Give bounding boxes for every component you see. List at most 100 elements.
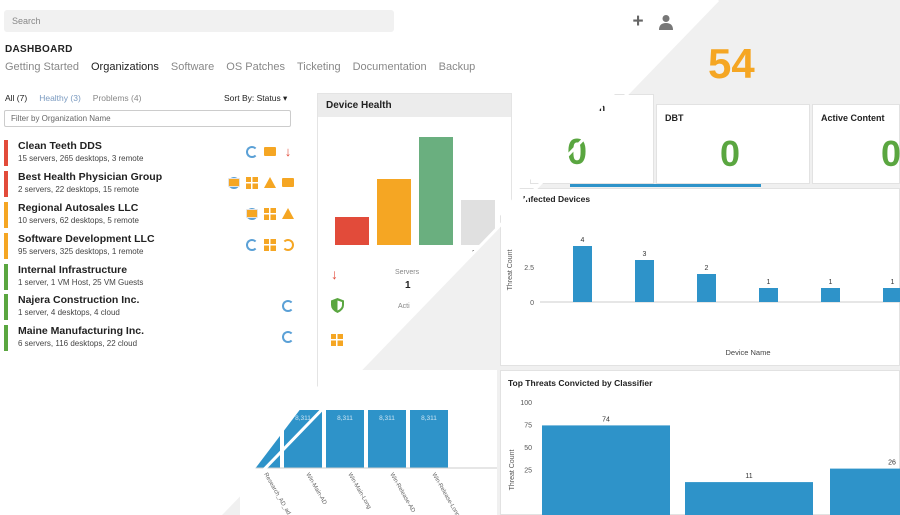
data-label: 3 [643,251,647,258]
data-label: 2 [705,265,709,272]
y-tick-label: 100 [520,400,532,407]
search-input[interactable]: Search [4,10,394,32]
card-title: Devices Runn [539,103,606,114]
chart-title: Top Threats Convicted by Classifier [508,378,653,388]
org-row[interactable]: Internal Infrastructure 1 server, 1 VM H… [4,264,296,290]
tab-ticketing[interactable]: Ticketing [297,61,341,73]
page-title: DASHBOARD [5,44,73,55]
shield-icon [331,298,344,316]
org-filter-input[interactable]: Filter by Organization Name [4,110,291,127]
bar [697,274,716,302]
bar [759,288,778,302]
data-label: 8,311 [295,415,311,422]
card-value: 0 [720,133,741,174]
monitor-icon [282,178,294,187]
org-row[interactable]: Najera Construction Inc. 1 server, 4 des… [4,294,296,320]
down-arrow-icon: ↓ [331,266,338,282]
y-tick-label: 2.5 [524,265,534,272]
y-axis-label: Threat Count [509,450,516,491]
status-bar [4,325,8,351]
data-label: 1 [767,279,771,286]
bar [573,246,592,302]
y-tick-label: 50 [524,445,532,452]
org-name: Best Health Physician Group [18,171,163,183]
org-summary: 10 servers, 62 desktops, 5 remote [18,216,139,225]
org-name: Software Development LLC [18,233,155,245]
y-tick-label: 25 [524,468,532,475]
org-row[interactable]: Software Development LLC 95 servers, 325… [4,233,296,259]
card-title: Active Content [821,113,885,123]
health-bar [377,179,411,245]
panel-title: Device Health [318,94,511,117]
devices-running-card[interactable]: Devices Runn 0 [530,94,654,184]
bar [830,468,900,515]
data-label: 1 [891,279,895,286]
filter-all[interactable]: All (7) [5,93,28,103]
windows-icon [331,333,343,349]
org-row[interactable]: Regional Autosales LLC 10 servers, 62 de… [4,202,296,228]
down-arrow-icon: ↓ [284,144,292,159]
bar [685,482,813,515]
health-bar [419,137,453,245]
y-axis-label: Threat Count [507,250,514,291]
device-health-chart [335,137,495,245]
status-filters: All (7) Healthy (3) Problems (4) [5,93,153,103]
warning-icon [282,208,294,219]
org-name: Internal Infrastructure [18,264,128,276]
org-summary: 2 servers, 22 desktops, 15 remote [18,185,139,194]
health-bar [335,217,369,245]
tab-backup[interactable]: Backup [438,61,476,73]
filter-problems[interactable]: Problems (4) [92,93,142,103]
card-icon [228,178,240,187]
tab-getting-started[interactable]: Getting Started [5,61,79,73]
data-label: 1 [829,279,833,286]
org-summary: 6 servers, 116 desktops, 22 cloud [18,339,138,348]
filter-healthy[interactable]: Healthy (3) [39,93,81,103]
dbt-card[interactable]: DBT 0 [656,104,810,184]
org-summary: 1 server, 1 VM Host, 25 VM Guests [18,278,144,287]
sync-icon [282,300,294,312]
status-bar [4,202,8,228]
org-row[interactable]: Maine Manufacturing Inc. 6 servers, 116 … [4,325,296,351]
sort-dropdown[interactable]: Sort By: Status ▾ [224,93,288,103]
infected-devices-chart: 2.5 0 4 3 2 1 1 1 Threat Count Device Name [507,237,900,357]
active-content-card[interactable]: Active Content 0 [812,104,900,184]
chart-title: Infected Devices [523,194,590,204]
y-tick-label: 75 [524,423,532,430]
x-axis-label: Device Name [725,348,770,357]
org-name: Regional Autosales LLC [18,202,139,214]
card-icon [246,209,258,218]
windows-icon [264,208,276,220]
bar [635,260,654,302]
servers-label: Servers [395,269,420,276]
tab-indicator [570,184,761,187]
sync-icon [282,331,294,343]
org-summary: 1 server, 4 desktops, 4 cloud [18,308,120,317]
card-title: DBT [665,113,684,123]
tab-software[interactable]: Software [170,61,215,73]
tab-documentation[interactable]: Documentation [352,61,427,73]
sync-icon [246,239,258,251]
org-summary: 15 servers, 265 desktops, 3 remote [18,154,144,163]
y-tick-label: 0 [530,300,534,307]
tab-os-patches[interactable]: OS Patches [226,61,285,73]
org-summary: 95 servers, 325 desktops, 1 remote [18,247,144,256]
org-name: Maine Manufacturing Inc. [18,325,145,337]
status-bar [4,233,8,259]
chart-title-text: Infected Devices [523,194,591,204]
sync-icon [246,146,258,158]
org-row[interactable]: Best Health Physician Group 2 servers, 2… [4,171,296,197]
alert-count: 54 [708,40,755,87]
nav-tabs: Getting Started Organizations Software O… [5,61,487,73]
bar [883,288,900,302]
top-threats-chart: 100 75 50 25 74 11 26 Threat Count [509,400,900,515]
user-icon[interactable] [658,14,674,30]
org-row[interactable]: Clean Teeth DDS 15 servers, 265 desktops… [4,140,296,166]
servers-count: 1 [405,280,411,291]
status-bar [4,171,8,197]
status-bar [4,264,8,290]
warning-icon [264,177,276,188]
add-icon[interactable]: + [632,11,644,32]
tab-organizations[interactable]: Organizations [91,61,159,73]
data-label: 4 [581,237,585,244]
